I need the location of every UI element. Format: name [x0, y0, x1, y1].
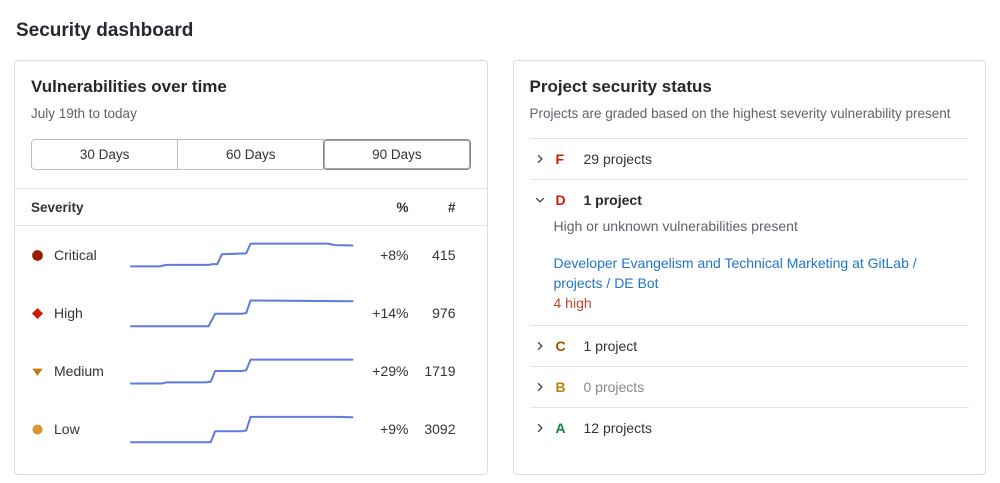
grade-count-label: 1 project	[583, 192, 642, 209]
vulnerability-count: 976	[432, 305, 456, 322]
chevron-right-icon	[534, 381, 546, 393]
vulnerability-count: 3092	[424, 421, 456, 438]
severity-label: High	[54, 305, 83, 322]
sparkline-medium	[131, 352, 353, 390]
vulnerabilities-over-time-panel: Vulnerabilities over time July 19th to t…	[14, 60, 488, 476]
severity-summary: 4 high	[553, 295, 592, 312]
severity-row-high: High +14% 976	[15, 284, 487, 342]
severity-critical-icon	[31, 249, 44, 262]
grade-row-b: B 0 projects	[529, 367, 969, 409]
header-count: #	[447, 200, 456, 216]
percent-change: +14%	[372, 305, 409, 322]
sparkline-high	[131, 294, 353, 332]
grade-row-a: A 12 projects	[530, 408, 970, 450]
range-button-30-days[interactable]: 30 Days	[31, 139, 179, 171]
grade-letter: B	[555, 379, 566, 396]
grade-count-label: 29 projects	[583, 151, 652, 168]
grade-count-label: 0 projects	[583, 379, 645, 396]
grade-row-c: C 1 project	[529, 326, 969, 368]
chevron-down-icon	[534, 194, 546, 206]
severity-table: Severity % # Critical +8% 415	[15, 188, 487, 458]
severity-label: Critical	[54, 247, 97, 264]
vulnerabilities-panel-title: Vulnerabilities over time	[31, 77, 227, 96]
severity-label: Medium	[54, 363, 104, 380]
grade-count-label: 1 project	[583, 338, 638, 355]
chevron-right-icon	[534, 422, 546, 434]
grade-row-d: D 1 project High or unknown vulnerabilit…	[529, 180, 969, 327]
grade-b-toggle[interactable]: B 0 projects	[534, 379, 966, 395]
sparkline-low	[131, 410, 353, 448]
date-range-button-group: 30 Days 60 Days 90 Days	[31, 139, 471, 171]
percent-change: +29%	[372, 363, 409, 380]
chevron-right-icon	[534, 153, 546, 165]
project-security-panel-subtitle: Projects are graded based on the highest…	[529, 106, 951, 121]
date-range-subtitle: July 19th to today	[31, 106, 137, 121]
severity-low-icon	[31, 423, 44, 436]
severity-high-icon	[31, 307, 44, 320]
vulnerability-count: 1719	[424, 363, 456, 380]
page-title: Security dashboard	[16, 20, 194, 41]
project-security-panel-title: Project security status	[529, 77, 712, 96]
grade-f-toggle[interactable]: F 29 projects	[534, 151, 966, 167]
header-severity: Severity	[31, 200, 84, 216]
vulnerability-count: 415	[432, 247, 456, 264]
chevron-right-icon	[534, 340, 546, 352]
grade-letter: F	[555, 151, 565, 168]
percent-change: +9%	[380, 421, 409, 438]
project-link[interactable]: Developer Evangelism and Technical Marke…	[553, 255, 917, 291]
severity-row-critical: Critical +8% 415	[15, 226, 487, 284]
grade-letter: D	[555, 192, 566, 209]
grade-c-toggle[interactable]: C 1 project	[534, 338, 966, 354]
severity-medium-icon	[31, 365, 44, 378]
grade-description: High or unknown vulnerabilities present	[553, 218, 798, 235]
grade-letter: A	[555, 420, 566, 437]
grade-d-expanded-content: High or unknown vulnerabilities present …	[554, 217, 966, 313]
severity-table-header-row: Severity % #	[15, 188, 487, 227]
grade-a-toggle[interactable]: A 12 projects	[534, 420, 966, 436]
project-security-status-panel: Project security status Projects are gra…	[512, 60, 986, 476]
grade-d-toggle[interactable]: D 1 project	[534, 192, 966, 208]
percent-change: +8%	[380, 247, 409, 264]
header-percent: %	[396, 200, 409, 216]
range-button-90-days[interactable]: 90 Days	[323, 139, 471, 171]
grade-count-label: 12 projects	[583, 420, 652, 437]
severity-row-medium: Medium +29% 1719	[15, 342, 487, 400]
grade-list: F 29 projects D 1 project High or unknow…	[529, 138, 970, 450]
sparkline-critical	[131, 236, 353, 274]
severity-label: Low	[54, 421, 80, 438]
severity-row-low: Low +9% 3092	[15, 400, 487, 458]
range-button-60-days[interactable]: 60 Days	[177, 139, 325, 171]
grade-row-f: F 29 projects	[529, 139, 969, 181]
grade-letter: C	[555, 338, 566, 355]
